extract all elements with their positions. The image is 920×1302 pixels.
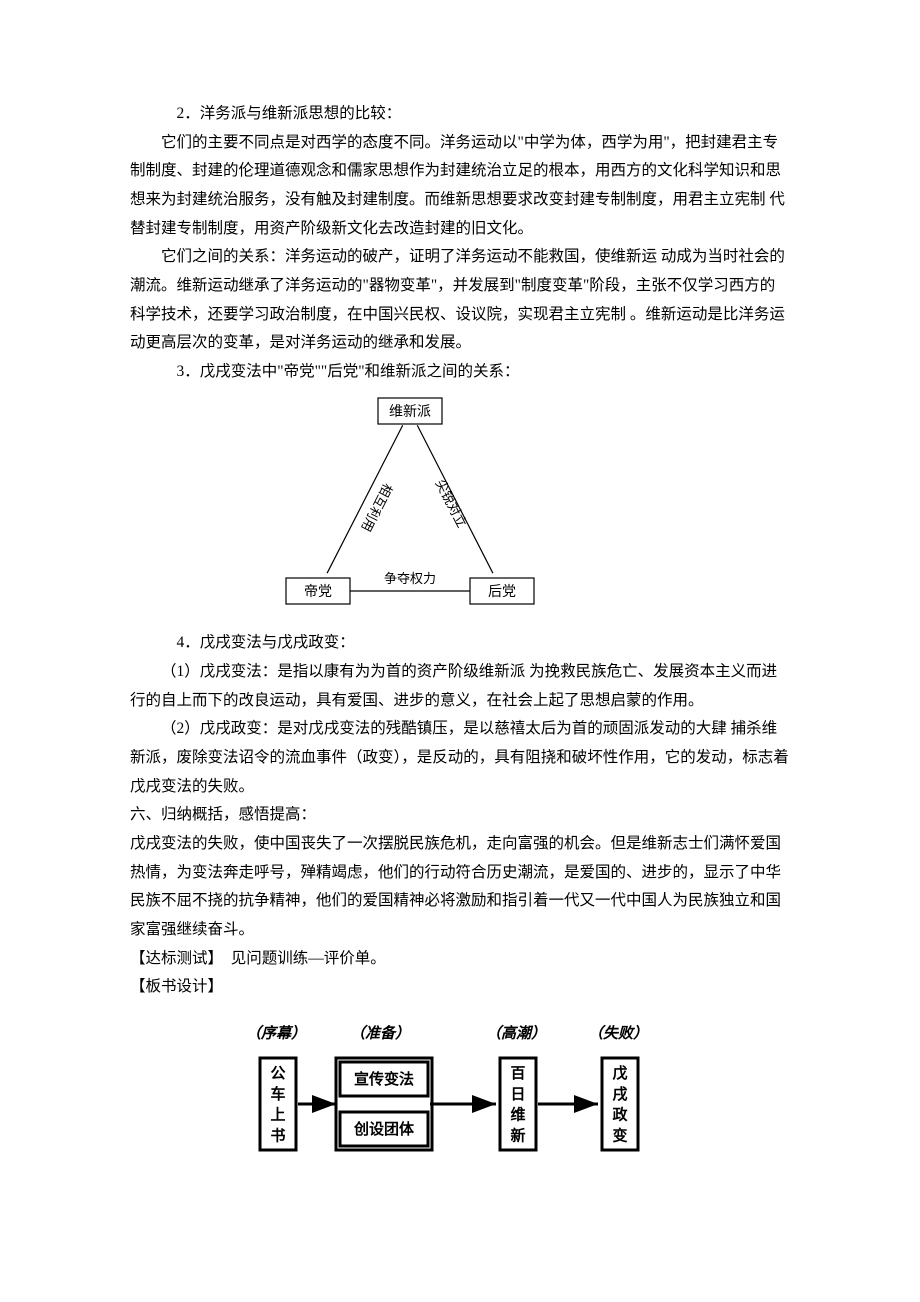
svg-text:公: 公	[270, 1065, 285, 1082]
svg-text:相互利用: 相互利用	[358, 481, 395, 534]
svg-text:车: 车	[270, 1085, 285, 1103]
section3-heading: 3．戊戌变法中"帝党""后党"和维新派之间的关系：	[130, 358, 790, 387]
document-page: 2．洋务派与维新派思想的比较： 它们的主要不同点是对西学的态度不同。洋务运动以"…	[0, 0, 920, 1242]
svg-text:日: 日	[510, 1086, 525, 1103]
svg-text:戊: 戊	[612, 1064, 627, 1082]
svg-text:（失败）: （失败）	[588, 1024, 648, 1042]
triangle-diagram: 争夺权力 相互利用 尖锐对立 维新派帝党 后党	[280, 393, 540, 613]
svg-text:尖锐对立: 尖锐对立	[433, 477, 470, 530]
svg-text:维: 维	[510, 1106, 525, 1124]
svg-text:（准备）: （准备）	[350, 1024, 410, 1042]
svg-text:争夺权力: 争夺权力	[384, 571, 436, 586]
section6-p1: 戊戌变法的失败，使中国丧失了一次摆脱民族危机，走向富强的机会。但是维新志士们满怀…	[130, 830, 790, 945]
section2-p2: 它们之间的关系：洋务运动的破产，证明了洋务运动不能救国，使维新运 动成为当时社会…	[130, 243, 790, 358]
dabiao-line: 【达标测试】 见问题训练—评价单。	[130, 945, 790, 974]
svg-text:新: 新	[510, 1127, 525, 1145]
svg-text:变: 变	[612, 1127, 627, 1145]
svg-text:维新派: 维新派	[389, 404, 431, 420]
banshu-heading: 【板书设计】	[130, 973, 790, 1002]
svg-text:上: 上	[270, 1107, 285, 1124]
svg-text:宣传变法: 宣传变法	[354, 1070, 414, 1088]
section4-heading: 4．戊戌变法与戊戌政变：	[130, 629, 790, 658]
flowchart-diagram: （序幕） （准备） （高潮） （失败） 公车上书 宣传变法创设团体 百日维新 戊戌政变	[230, 1012, 690, 1182]
svg-text:（序幕）: （序幕）	[246, 1024, 306, 1042]
svg-text:戌: 戌	[612, 1085, 627, 1103]
section4-p2: （2）戊戌政变：是对戊戌变法的残酷镇压，是以慈禧太后为首的顽固派发动的大肆 捕杀…	[130, 715, 790, 801]
section6-heading: 六、归纳概括，感悟提高：	[130, 801, 790, 830]
section4-p1: （1）戊戌变法：是指以康有为为首的资产阶级维新派 为挽救民族危亡、发展资本主义而…	[130, 658, 790, 715]
svg-text:（高潮）: （高潮）	[486, 1024, 546, 1042]
svg-text:百: 百	[510, 1065, 525, 1082]
svg-text:书: 书	[270, 1127, 285, 1145]
section2-p1: 它们的主要不同点是对西学的态度不同。洋务运动以"中学为体，西学为用"，把封建君主…	[130, 129, 790, 244]
section2-heading: 2．洋务派与维新派思想的比较：	[130, 100, 790, 129]
svg-text:后党: 后党	[488, 584, 516, 600]
svg-text:政: 政	[612, 1106, 628, 1124]
svg-text:创设团体: 创设团体	[353, 1120, 415, 1138]
svg-text:帝党: 帝党	[304, 584, 332, 600]
